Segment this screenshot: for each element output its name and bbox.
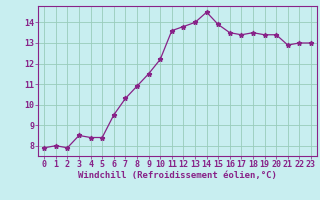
- X-axis label: Windchill (Refroidissement éolien,°C): Windchill (Refroidissement éolien,°C): [78, 171, 277, 180]
